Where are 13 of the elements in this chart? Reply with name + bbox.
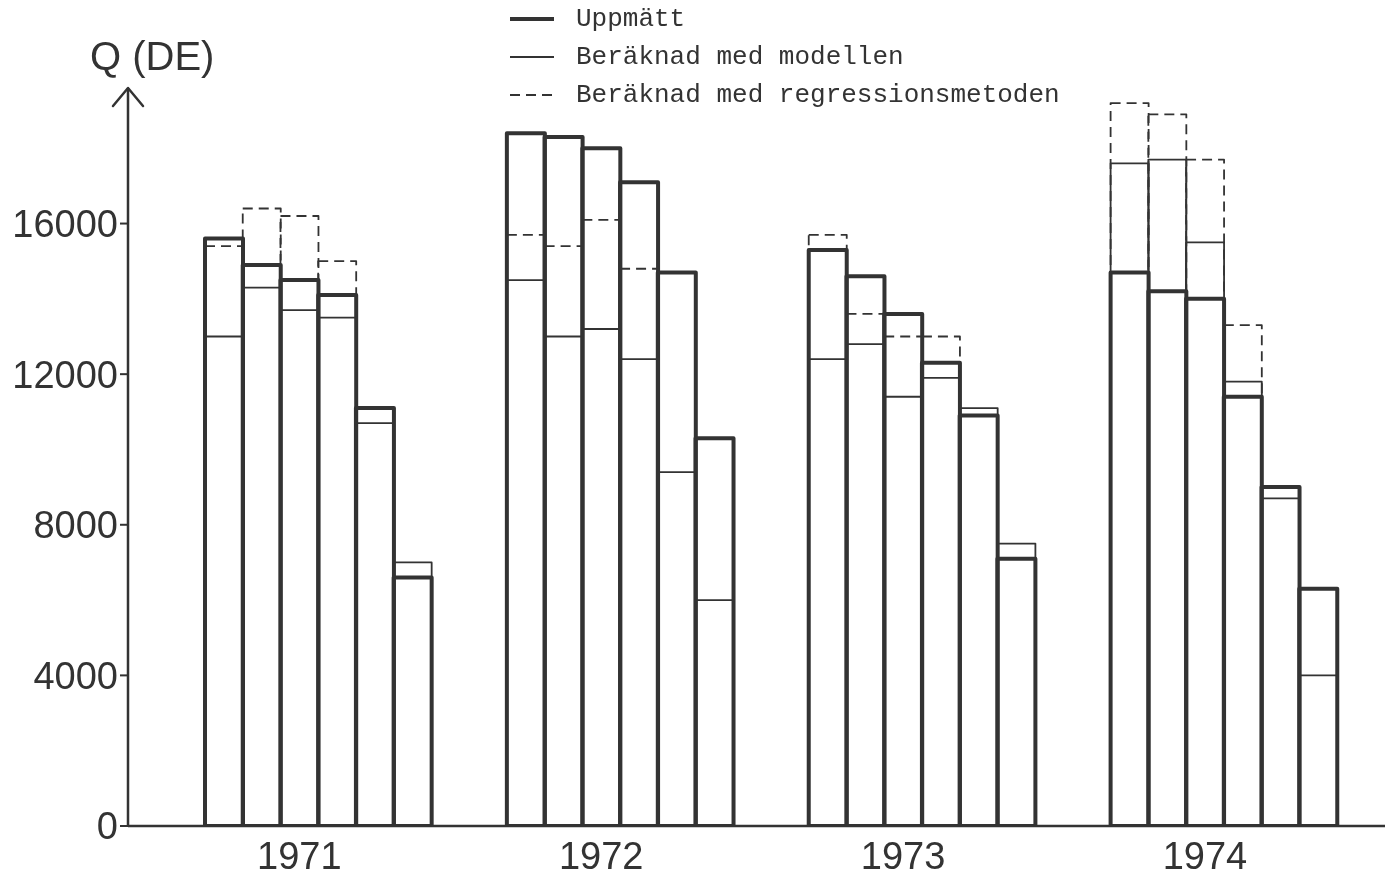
y-tick-label: 4000 [33, 654, 118, 697]
y-tick-label: 8000 [33, 504, 118, 547]
x-tick-label: 1971 [257, 834, 342, 877]
x-tick-label: 1972 [558, 834, 644, 877]
legend-label: Uppmätt [576, 4, 686, 34]
legend-label: Beräknad med modellen [576, 42, 904, 72]
legend-label: Beräknad med regressionsmetoden [576, 80, 1060, 110]
y-tick-label: 16000 [12, 203, 118, 246]
x-tick-label: 1973 [860, 834, 946, 877]
x-tick-label: 1974 [1162, 834, 1248, 877]
y-axis-title: Q (DE) [90, 34, 215, 78]
y-tick-label: 0 [96, 805, 118, 848]
y-tick-label: 12000 [12, 353, 118, 396]
